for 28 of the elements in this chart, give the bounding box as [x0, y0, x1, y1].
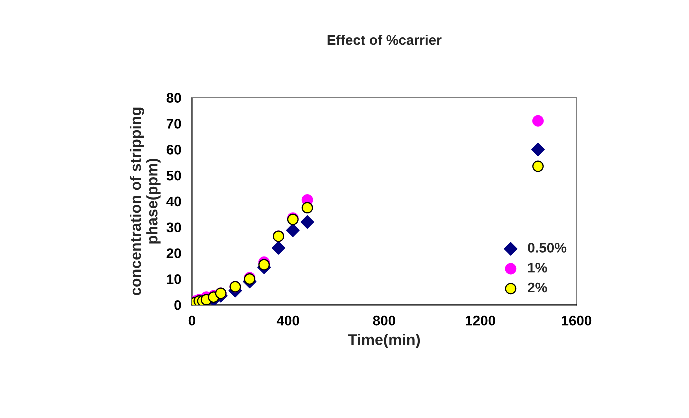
- point: [532, 115, 544, 127]
- point: [302, 202, 314, 214]
- y-tick-label: 0: [174, 300, 182, 310]
- x-tick-label: 1600: [562, 316, 592, 326]
- y-tick-label: 30: [166, 222, 182, 233]
- point: [286, 224, 300, 238]
- y-tick-label: 60: [166, 144, 182, 155]
- y-tick-label: 50: [166, 170, 182, 181]
- point: [532, 160, 544, 172]
- legend-label: 2%: [528, 282, 548, 293]
- y-axis-title: concentration of stripping phase(ppm): [130, 108, 161, 296]
- y-tick-label: 40: [166, 196, 182, 207]
- chart-title: Effect of %carrier: [328, 34, 442, 46]
- y-tick-label: 20: [166, 248, 182, 258]
- point: [272, 241, 286, 255]
- point: [531, 142, 546, 156]
- point: [300, 215, 314, 229]
- x-tick-label: 1200: [466, 316, 496, 326]
- y-tick-label: 80: [166, 93, 182, 103]
- legend-label: 1%: [528, 262, 548, 273]
- x-tick-label: 400: [276, 316, 300, 326]
- legend-label: 0.50%: [528, 243, 567, 253]
- x-tick-label: 800: [373, 316, 396, 326]
- y-tick-label: 10: [167, 274, 182, 284]
- x-axis-title: Time(min): [348, 334, 420, 348]
- y-tick-label: 70: [166, 119, 182, 129]
- x-tick-label: 0: [188, 316, 196, 326]
- point: [258, 259, 270, 271]
